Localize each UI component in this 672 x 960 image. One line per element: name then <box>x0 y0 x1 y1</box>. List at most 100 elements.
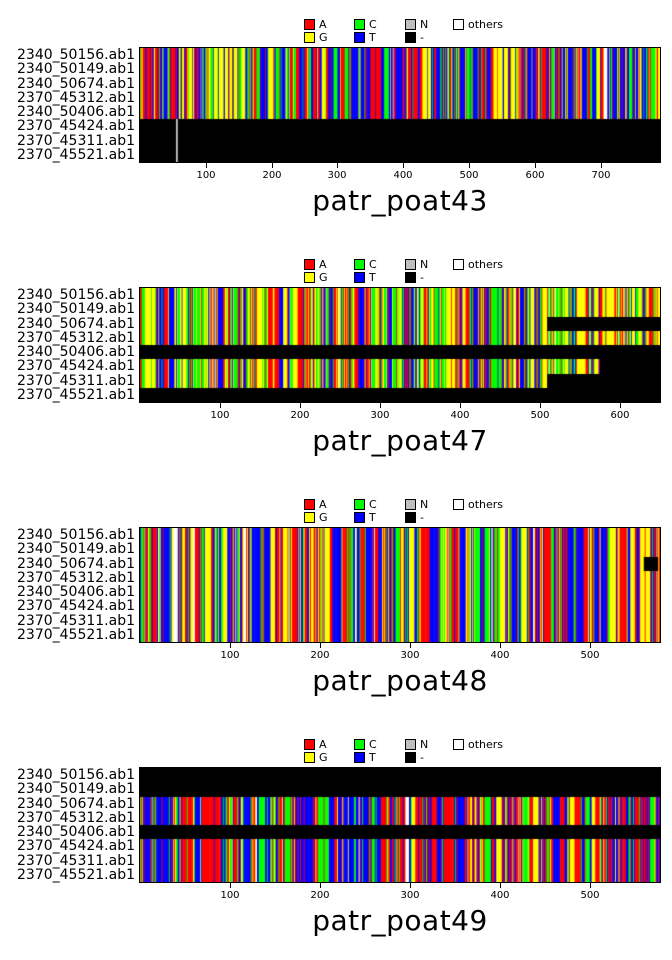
x-axis-tick-label: 100 <box>220 890 240 901</box>
x-axis: 100 200 300 400 500 600 <box>140 402 664 426</box>
x-axis-tick-label: 100 <box>220 650 240 661</box>
legend-item-g: G <box>304 272 328 283</box>
legend-item-gap: - <box>405 512 424 523</box>
x-axis-tick-label: 500 <box>580 650 600 661</box>
x-axis-tick <box>272 163 273 168</box>
legend-item-a: A <box>304 499 327 510</box>
legend-swatch-icon <box>405 19 416 30</box>
legend-item-gap: - <box>405 752 424 763</box>
legend-label: others <box>468 258 504 271</box>
legend-swatch-icon <box>354 752 365 763</box>
legend-label: - <box>420 31 424 44</box>
x-axis-tick <box>540 403 541 408</box>
legend-item-t: T <box>354 32 376 43</box>
legend-item-c: C <box>354 19 377 30</box>
legend-swatch-icon <box>405 499 416 510</box>
row-label: 2370_45312.ab1 <box>17 90 135 106</box>
row-label: 2370_45521.ab1 <box>17 867 135 883</box>
row-label: 2370_45521.ab1 <box>17 147 135 163</box>
row-label: 2370_45424.ab1 <box>17 598 135 614</box>
legend-item-gap: - <box>405 32 424 43</box>
legend-swatch-icon <box>304 499 315 510</box>
legend-label: T <box>369 271 376 284</box>
legend-item-g: G <box>304 512 328 523</box>
row-label: 2370_45424.ab1 <box>17 358 135 374</box>
legend-swatch-icon <box>354 259 365 270</box>
x-axis-tick-label: 700 <box>591 170 611 181</box>
row-label: 2340_50674.ab1 <box>17 76 135 92</box>
alignment-image <box>139 767 661 883</box>
legend-item-c: C <box>354 739 377 750</box>
row-labels: 2340_50156.ab1 2340_50149.ab1 2340_50674.a… <box>0 768 137 882</box>
x-axis-tick-label: 500 <box>580 890 600 901</box>
alignment-image <box>139 527 661 643</box>
row-label: 2340_50406.ab1 <box>17 584 135 600</box>
legend-label: C <box>369 18 377 31</box>
row-label: 2340_50406.ab1 <box>17 104 135 120</box>
row-labels: 2340_50156.ab1 2340_50149.ab1 2340_50674.a… <box>0 48 137 162</box>
row-label: 2340_50674.ab1 <box>17 556 135 572</box>
legend-swatch-icon <box>304 512 315 523</box>
legend-swatch-icon <box>354 499 365 510</box>
legend-label: T <box>369 751 376 764</box>
legend-item-t: T <box>354 752 376 763</box>
row-label: 2340_50156.ab1 <box>17 47 135 63</box>
legend-label: G <box>319 511 328 524</box>
row-label: 2370_45312.ab1 <box>17 570 135 586</box>
legend-label: N <box>420 738 429 751</box>
legend-swatch-icon <box>354 32 365 43</box>
panel-title: patr_poat49 <box>312 904 488 937</box>
row-labels: 2340_50156.ab1 2340_50149.ab1 2340_50674.a… <box>0 528 137 642</box>
legend-label: N <box>420 258 429 271</box>
x-axis-tick <box>410 883 411 888</box>
x-axis-tick-label: 300 <box>400 650 420 661</box>
row-label: 2340_50149.ab1 <box>17 541 135 557</box>
x-axis-tick-label: 200 <box>290 410 310 421</box>
legend-swatch-icon <box>405 739 416 750</box>
x-axis-tick-label: 200 <box>310 650 330 661</box>
x-axis-tick <box>410 643 411 648</box>
panel-title: patr_poat47 <box>312 424 488 457</box>
legend-swatch-icon <box>304 259 315 270</box>
legend-label: A <box>319 738 327 751</box>
legend-item-others: others <box>453 499 503 510</box>
x-axis-tick-label: 200 <box>310 890 330 901</box>
legend-item-t: T <box>354 512 376 523</box>
legend-swatch-icon <box>304 19 315 30</box>
legend-swatch-icon <box>405 512 416 523</box>
x-axis-tick-label: 600 <box>610 410 630 421</box>
row-label: 2370_45521.ab1 <box>17 627 135 643</box>
legend-item-g: G <box>304 752 328 763</box>
row-label: 2340_50674.ab1 <box>17 796 135 812</box>
x-axis-tick-label: 400 <box>393 170 413 181</box>
x-axis-tick <box>380 403 381 408</box>
legend-swatch-icon <box>405 259 416 270</box>
legend-label: others <box>468 498 504 511</box>
legend-swatch-icon <box>304 32 315 43</box>
x-axis-tick <box>460 403 461 408</box>
panel-title: patr_poat43 <box>312 184 488 217</box>
row-label: 2370_45424.ab1 <box>17 118 135 134</box>
alignment-image <box>139 47 661 163</box>
legend-label: T <box>369 511 376 524</box>
legend-item-c: C <box>354 499 377 510</box>
legend-item-n: N <box>405 739 428 750</box>
x-axis-tick <box>337 163 338 168</box>
legend-label: A <box>319 18 327 31</box>
legend-swatch-icon <box>304 752 315 763</box>
row-label: 2340_50156.ab1 <box>17 287 135 303</box>
legend-label: C <box>369 498 377 511</box>
legend-label: G <box>319 31 328 44</box>
row-label: 2340_50149.ab1 <box>17 301 135 317</box>
legend-item-t: T <box>354 272 376 283</box>
x-axis-tick <box>535 163 536 168</box>
row-label: 2370_45311.ab1 <box>17 613 135 629</box>
legend-item-n: N <box>405 19 428 30</box>
row-labels: 2340_50156.ab1 2340_50149.ab1 2340_50674.a… <box>0 288 137 402</box>
legend-item-others: others <box>453 739 503 750</box>
legend-item-others: others <box>453 259 503 270</box>
